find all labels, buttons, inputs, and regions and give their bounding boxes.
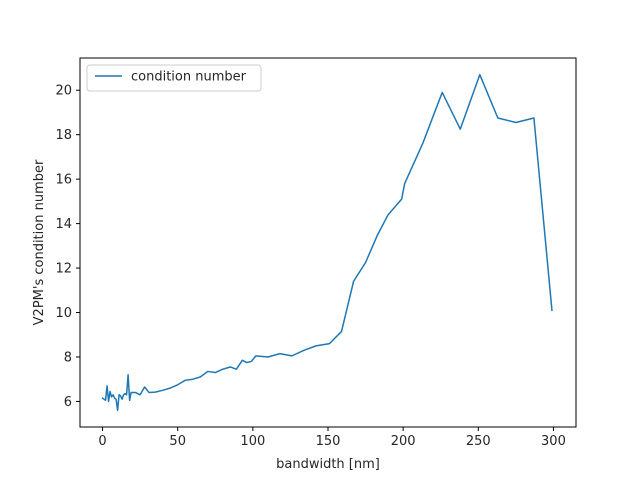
y-tick-label: 14: [55, 217, 72, 232]
plot-area: [101, 73, 553, 412]
x-tick-label: 300: [541, 434, 566, 449]
x-tick-label: 200: [391, 434, 416, 449]
axes-frame: [79, 57, 577, 428]
x-tick-label: 250: [466, 434, 491, 449]
legend-label: condition number: [131, 70, 247, 85]
x-tick-label: 0: [98, 434, 106, 449]
series-line-condition-number: [101, 73, 553, 412]
y-tick-label: 18: [55, 128, 72, 143]
y-tick-label: 12: [55, 262, 72, 277]
y-tick-label: 16: [55, 173, 72, 188]
x-tick-label: 100: [240, 434, 265, 449]
x-tick-label: 50: [169, 434, 186, 449]
y-tick-label: 20: [55, 84, 72, 99]
y-tick-label: 6: [64, 395, 72, 410]
y-tick-label: 8: [64, 350, 72, 365]
axis-ticks: 0 50 100 150 200 250 300 6 8 10 12 14 16 18 20: [55, 84, 565, 449]
legend-box: [86, 64, 262, 92]
y-axis-label: V2PM's condition number: [32, 159, 47, 325]
y-tick-label: 10: [55, 306, 72, 321]
x-tick-label: 150: [316, 434, 341, 449]
x-axis-label: bandwidth [nm]: [276, 457, 380, 472]
legend: condition number: [86, 64, 262, 92]
